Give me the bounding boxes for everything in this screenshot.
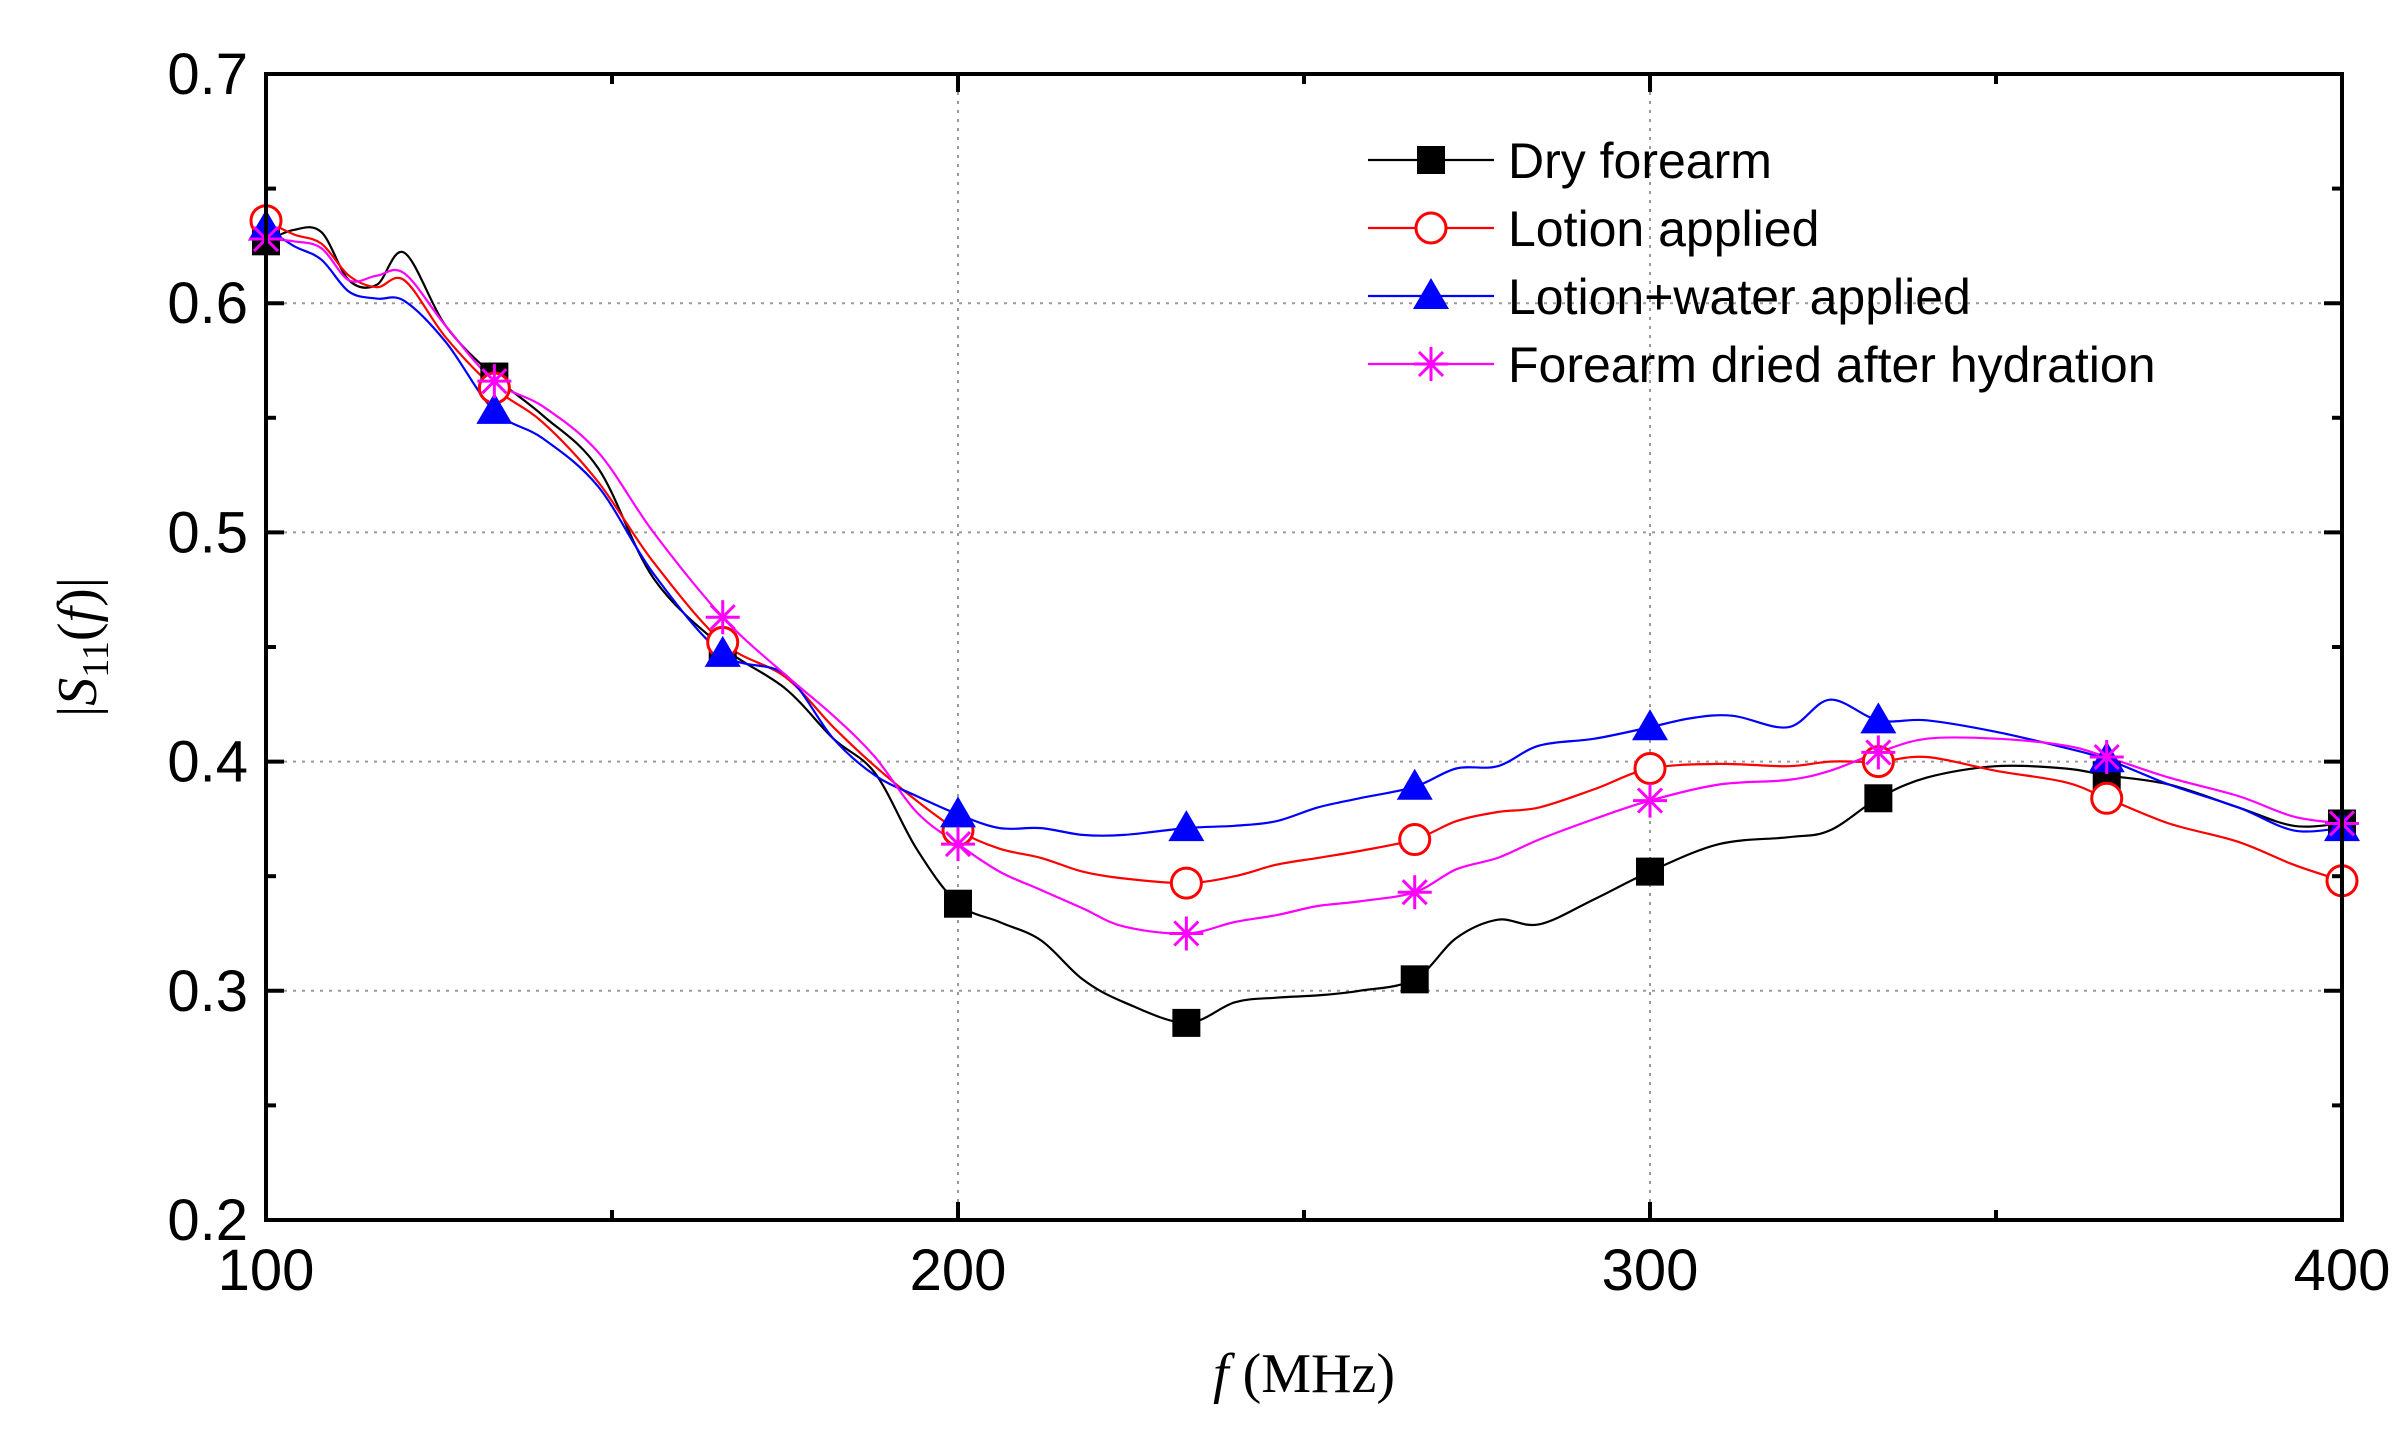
x-axis-title: f (MHz) <box>1213 1343 1395 1405</box>
legend-label-lotion-applied: Lotion applied <box>1508 201 1819 257</box>
y-axis-symbol: S <box>47 678 109 706</box>
grid-lines <box>266 74 2342 1220</box>
marker-forearm-dried-after-hydration <box>477 364 512 399</box>
marker-dry-forearm <box>1636 857 1664 886</box>
x-tick-label: 300 <box>1602 1238 1699 1303</box>
y-tick-label: 0.5 <box>167 500 248 565</box>
series-markers <box>248 204 2360 1037</box>
y-tick-label: 0.3 <box>167 959 248 1024</box>
marker-lotion-water-applied <box>1632 709 1668 741</box>
marker-forearm-dried-after-hydration <box>1169 916 1204 951</box>
marker-dry-forearm <box>1172 1008 1201 1037</box>
y-axis-subscript: 11 <box>75 641 117 678</box>
series-line-lotion-applied <box>265 219 2343 885</box>
marker-lotion-water-applied <box>1396 768 1433 800</box>
axis-ticks <box>264 72 2344 1222</box>
marker-lotion-water-applied <box>940 796 976 828</box>
marker-forearm-dried-after-hydration <box>1397 875 1432 910</box>
legend-marker-lotion-water-applied <box>1413 278 1449 309</box>
asterisk-stroke <box>944 831 972 858</box>
marker-lotion-applied <box>1398 823 1432 857</box>
legend: Dry forearm Lotion applied Lotion+water ap… <box>1368 133 2156 393</box>
legend-marker-dry-forearm <box>1417 146 1445 174</box>
plot-frame <box>264 72 2344 1222</box>
marker-forearm-dried-after-hydration <box>705 600 740 635</box>
marker-lotion-water-applied <box>1860 702 1897 734</box>
x-axis-symbol: f <box>1213 1343 1236 1405</box>
x-tick-label: 100 <box>218 1238 315 1303</box>
legend-label-forearm-dried-after-hydration: Forearm dried after hydration <box>1508 337 2156 393</box>
asterisk-stroke <box>1173 920 1200 947</box>
marker-dry-forearm <box>1400 965 1429 994</box>
y-axis-close-bar: | <box>47 577 109 588</box>
y-tick-label: 0.4 <box>167 730 248 795</box>
y-axis-title: |S11(f)| <box>47 577 117 717</box>
x-tick-label: 400 <box>2294 1238 2391 1303</box>
asterisk-stroke <box>1417 350 1445 378</box>
marker-forearm-dried-after-hydration <box>1633 783 1667 818</box>
marker-lotion-water-applied <box>704 635 741 667</box>
marker-forearm-dried-after-hydration <box>941 827 975 862</box>
y-axis-arg-close: ) <box>47 588 109 607</box>
y-tick-label: 0.7 <box>167 42 248 107</box>
y-tick-label: 0.2 <box>167 1188 248 1253</box>
asterisk-stroke <box>709 604 736 631</box>
marker-lotion-water-applied <box>1168 810 1205 842</box>
marker-dry-forearm <box>1864 784 1893 813</box>
asterisk-stroke <box>1865 739 1892 766</box>
marker-forearm-dried-after-hydration <box>2089 740 2124 775</box>
asterisk-stroke <box>2093 743 2120 771</box>
marker-lotion-water-applied <box>476 392 513 424</box>
marker-lotion-applied <box>1169 866 1203 900</box>
asterisk-stroke <box>1636 787 1664 814</box>
tick-labels: 100 200 300 400 0.2 0.3 0.4 0.5 0.6 0.7 <box>167 42 2390 1303</box>
marker-forearm-dried-after-hydration <box>1861 735 1896 770</box>
x-tick-label: 200 <box>910 1238 1007 1303</box>
x-axis-unit: (MHz) <box>1243 1343 1395 1405</box>
marker-dry-forearm <box>944 889 972 918</box>
y-tick-label: 0.6 <box>167 271 248 336</box>
legend-marker-lotion-applied <box>1414 211 1448 245</box>
y-axis-arg-open: ( <box>47 622 109 641</box>
asterisk-stroke <box>481 368 508 395</box>
marker-lotion-applied <box>2090 781 2124 815</box>
marker-lotion-applied <box>1633 751 1667 785</box>
legend-label-lotion-water-applied: Lotion+water applied <box>1508 269 1971 325</box>
asterisk-stroke <box>1401 879 1428 906</box>
y-axis-open-bar: | <box>47 706 109 717</box>
legend-label-dry-forearm: Dry forearm <box>1508 133 1772 189</box>
legend-marker-forearm-dried-after-hydration <box>1414 347 1448 381</box>
series-line-lotion-water-applied <box>265 226 2343 837</box>
